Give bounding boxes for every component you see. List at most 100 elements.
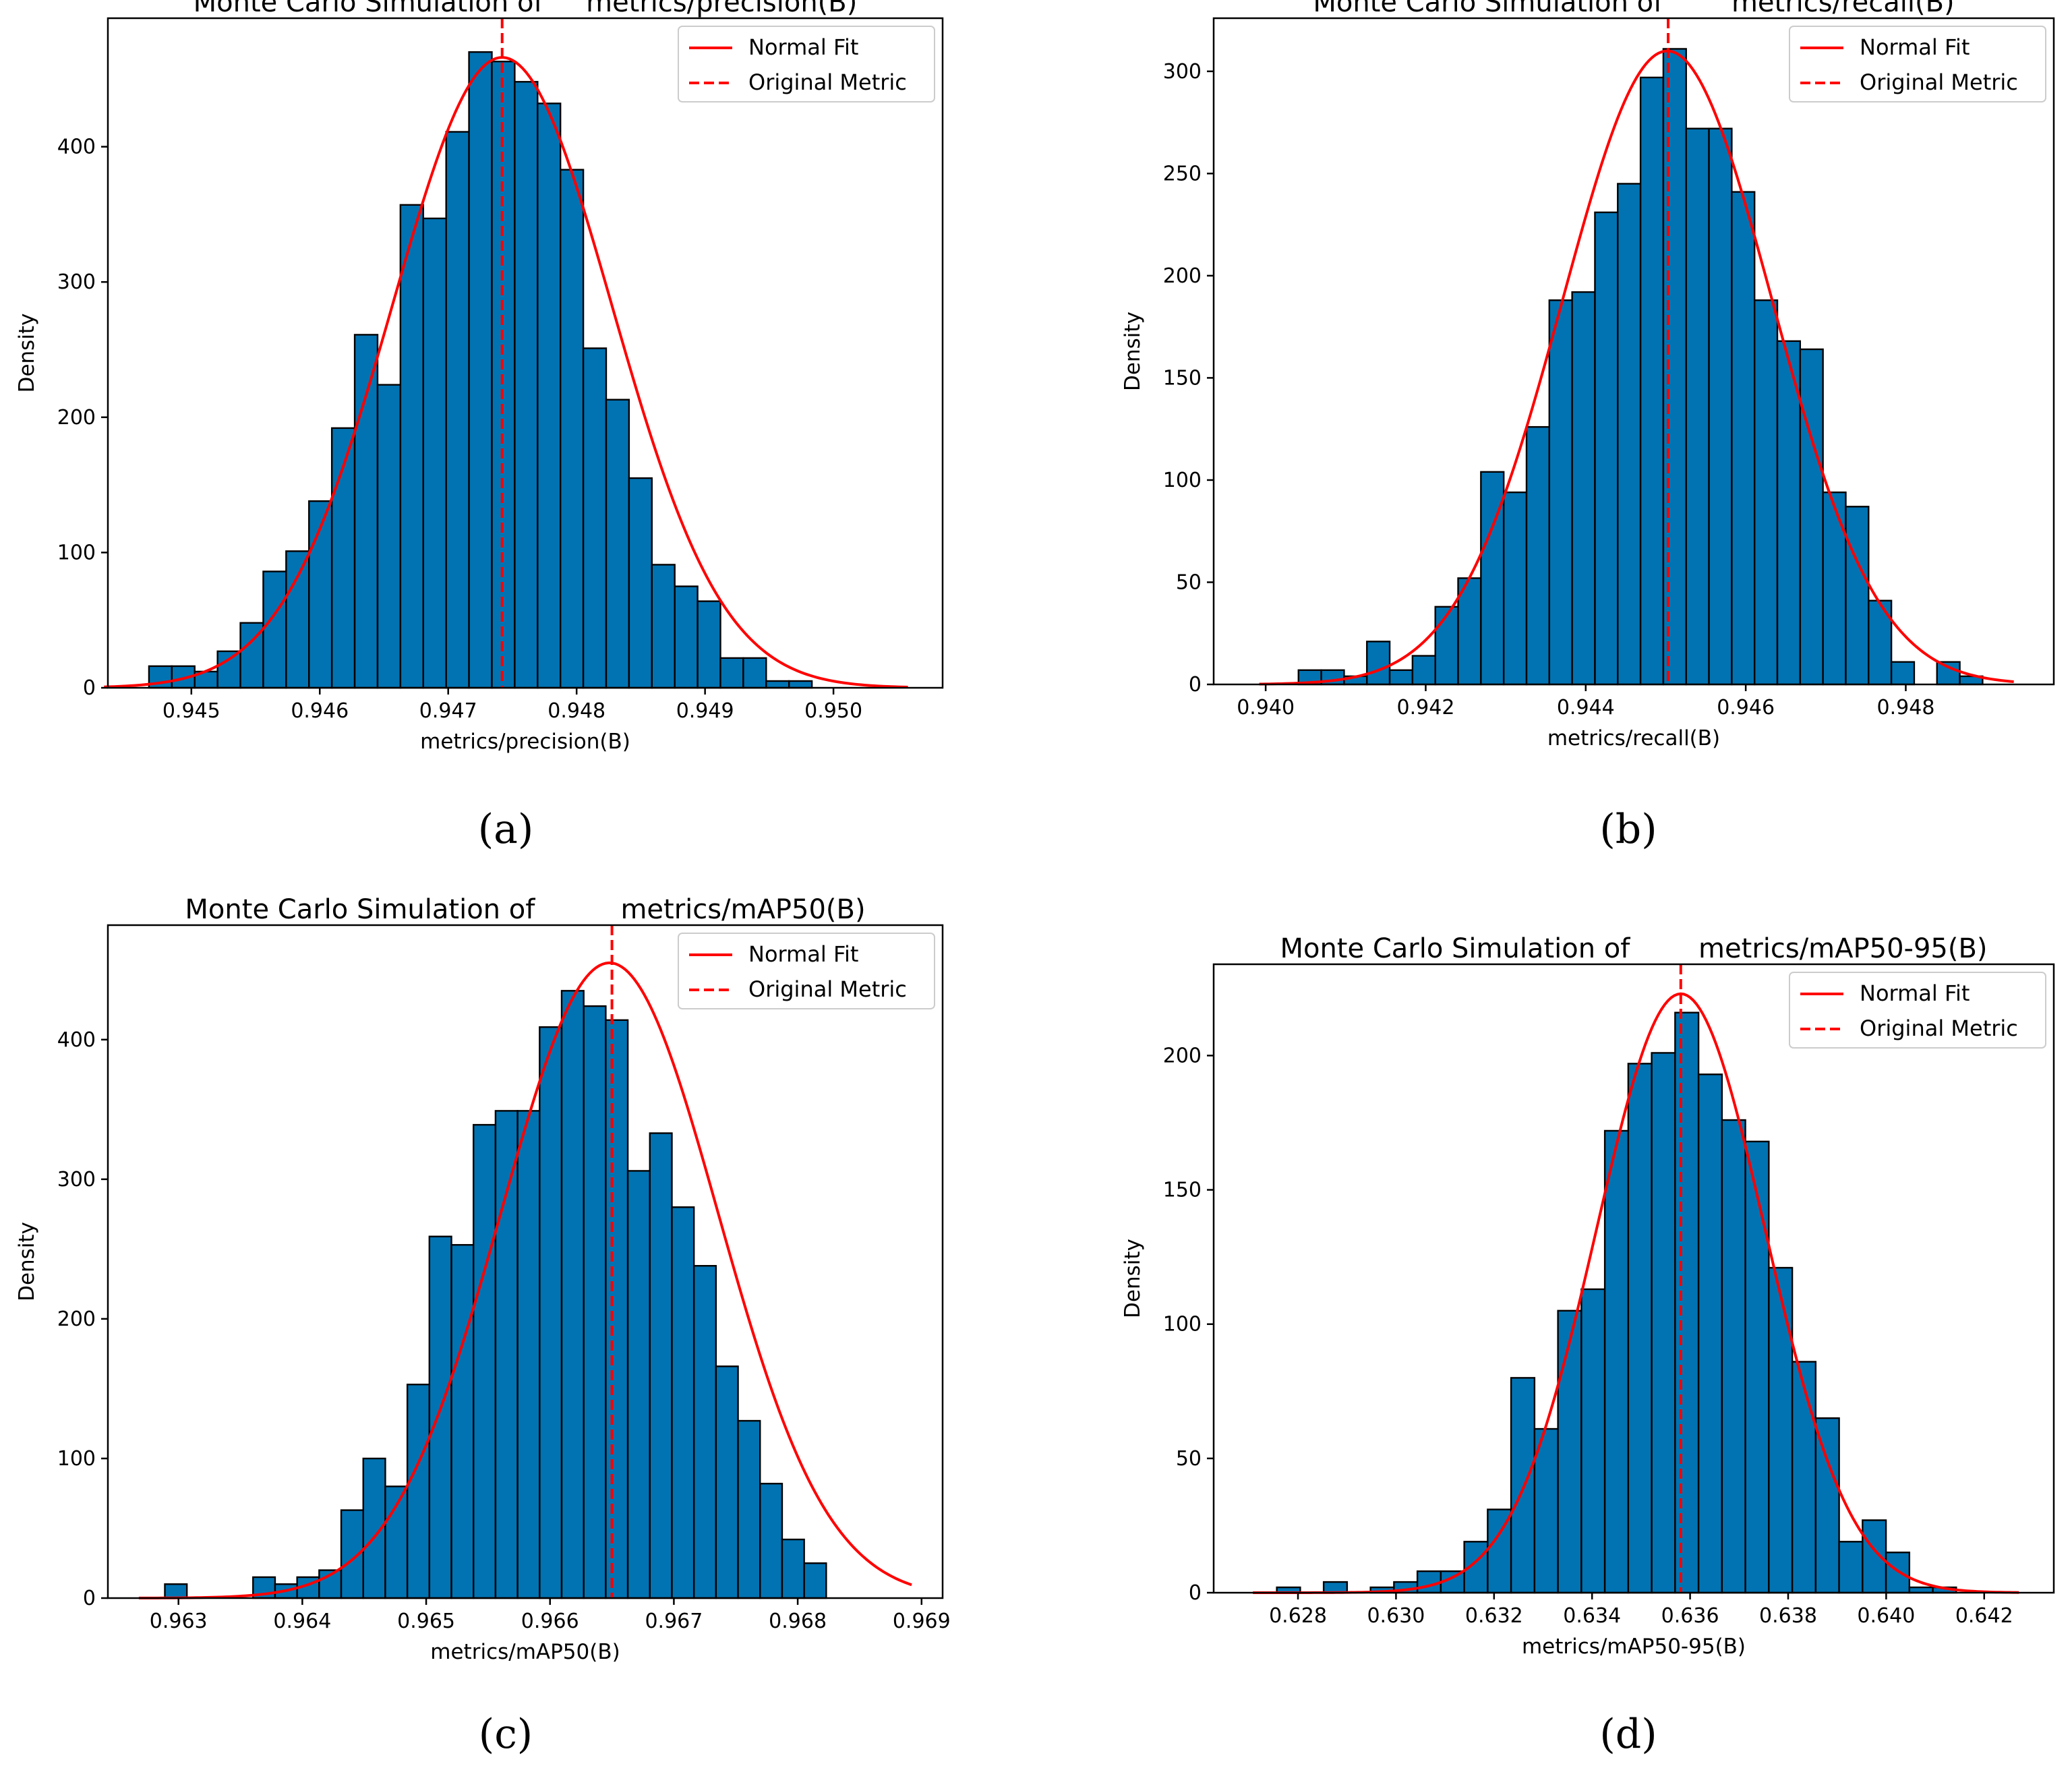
histogram-bar (468, 51, 493, 689)
histogram-bar (216, 650, 241, 689)
chart-panel: 0.945 0.946 0.947 0.948 0.949 0.950 0 100 200 300… (15, 0, 944, 853)
normal-fit-curve (1253, 992, 2019, 1594)
x-tick-label: 0.948 (1877, 696, 1935, 719)
x-tick-label: 0.965 (397, 1610, 455, 1633)
histogram-bar (1708, 127, 1733, 686)
legend-label: Original Metric (748, 976, 907, 1002)
legend-box (678, 933, 935, 1009)
histogram-bar (376, 384, 402, 689)
legend-label: Normal Fit (748, 34, 858, 60)
x-axis-label: metrics/mAP50-95(B) (1522, 1635, 1746, 1659)
legend-box (678, 26, 935, 102)
y-tick-label: 200 (57, 1307, 96, 1331)
x-tick-label: 0.946 (291, 699, 349, 723)
histogram-bar (1744, 1140, 1770, 1594)
histogram-bar (1457, 577, 1482, 686)
y-tick-label: 0 (83, 676, 96, 700)
x-tick-label: 0.948 (547, 699, 605, 723)
panel-caption: (b) (1599, 806, 1657, 853)
x-tick-label: 0.642 (1955, 1604, 2013, 1628)
histogram-bar (308, 500, 333, 689)
histogram-bar (605, 1019, 629, 1599)
y-tick-label: 200 (57, 406, 96, 430)
histogram-bar (1674, 1011, 1700, 1594)
histogram-bar (1594, 211, 1619, 686)
legend-label: Normal Fit (748, 941, 858, 967)
y-tick-label: 200 (1163, 1044, 1202, 1067)
chart-panel: 0.963 0.964 0.965 0.966 0.967 0.968 0.969 0 100 2… (15, 894, 951, 1758)
histogram-bar (428, 1235, 452, 1599)
histogram-bar (1525, 425, 1551, 686)
normal-fit-curve (1259, 49, 2014, 686)
panel-caption: (c) (479, 1711, 533, 1758)
histogram-bar (1510, 1377, 1536, 1594)
histogram-bar (473, 1123, 497, 1599)
histogram-bar (605, 399, 630, 689)
histogram-bar (697, 600, 721, 689)
histogram-bar (1651, 1052, 1676, 1594)
histogram-bar (514, 81, 539, 689)
histogram-bar (1603, 1129, 1630, 1594)
x-tick-label: 0.967 (645, 1610, 703, 1633)
y-tick-label: 100 (57, 1447, 96, 1471)
histogram-bar (262, 570, 287, 689)
y-tick-label: 300 (57, 1168, 96, 1191)
histogram-bar (1388, 669, 1414, 686)
histogram-bar (781, 1538, 805, 1599)
legend: Normal Fit Original Metric (678, 933, 935, 1009)
panel-caption: (a) (478, 806, 534, 853)
histogram-bar (559, 169, 585, 689)
histogram-bar (1862, 1519, 1887, 1594)
plot-frame (1212, 963, 2055, 1594)
y-tick-label: 150 (1163, 1179, 1202, 1202)
x-tick-label: 0.628 (1269, 1604, 1327, 1628)
histogram-bar (671, 1206, 695, 1599)
histogram-bar (1548, 299, 1573, 686)
x-tick-label: 0.945 (162, 699, 220, 723)
x-tick-label: 0.968 (769, 1610, 827, 1633)
histogram-bar (1416, 1570, 1442, 1594)
histogram-bar (164, 1583, 188, 1599)
legend: Normal Fit Original Metric (678, 26, 935, 102)
histogram-bar (1502, 491, 1528, 686)
histogram-bar (494, 1110, 519, 1599)
histogram-bar (516, 1110, 541, 1599)
legend: Normal Fit Original Metric (1789, 972, 2046, 1049)
histogram-bar (1639, 76, 1665, 686)
histogram-bar (765, 680, 790, 689)
histogram-bar (628, 477, 653, 689)
histogram-bar (353, 334, 379, 689)
histogram-bar (674, 585, 699, 689)
x-tick-label: 0.636 (1661, 1604, 1719, 1628)
x-tick-label: 0.946 (1717, 696, 1775, 719)
histogram-bar (1557, 1309, 1582, 1594)
x-tick-label: 0.940 (1237, 696, 1295, 719)
histogram-bar (742, 657, 767, 689)
y-tick-label: 300 (1163, 60, 1202, 84)
legend-label: Original Metric (748, 69, 907, 95)
histogram-bar (1814, 1417, 1840, 1594)
histogram-bar (1685, 127, 1710, 686)
histogram-bar (1322, 1581, 1349, 1594)
x-tick-label: 0.950 (804, 699, 862, 723)
histogram-bar (1838, 1541, 1864, 1594)
chart-panel: 0.628 0.630 0.632 0.634 0.636 0.638 0.640 0.642… (1121, 933, 2055, 1758)
histogram-bar (1434, 606, 1459, 686)
y-tick-label: 0 (1189, 1581, 1202, 1605)
histogram-bar (1366, 641, 1391, 686)
legend: Normal Fit Original Metric (1789, 26, 2046, 102)
histogram-bar (692, 1265, 717, 1599)
x-tick-label: 0.630 (1367, 1604, 1425, 1628)
histogram-bar (1822, 491, 1847, 686)
x-tick-label: 0.638 (1759, 1604, 1817, 1628)
histogram-bar (406, 1384, 431, 1599)
x-tick-label: 0.966 (521, 1610, 579, 1633)
histogram-bar (1627, 1063, 1653, 1594)
histogram-bar (1936, 661, 1961, 686)
x-tick-label: 0.944 (1557, 696, 1615, 719)
histogram-bar (399, 204, 424, 689)
legend-label: Normal Fit (1860, 980, 1970, 1006)
y-tick-label: 50 (1176, 1447, 1202, 1471)
histogram-bar (1411, 655, 1436, 686)
